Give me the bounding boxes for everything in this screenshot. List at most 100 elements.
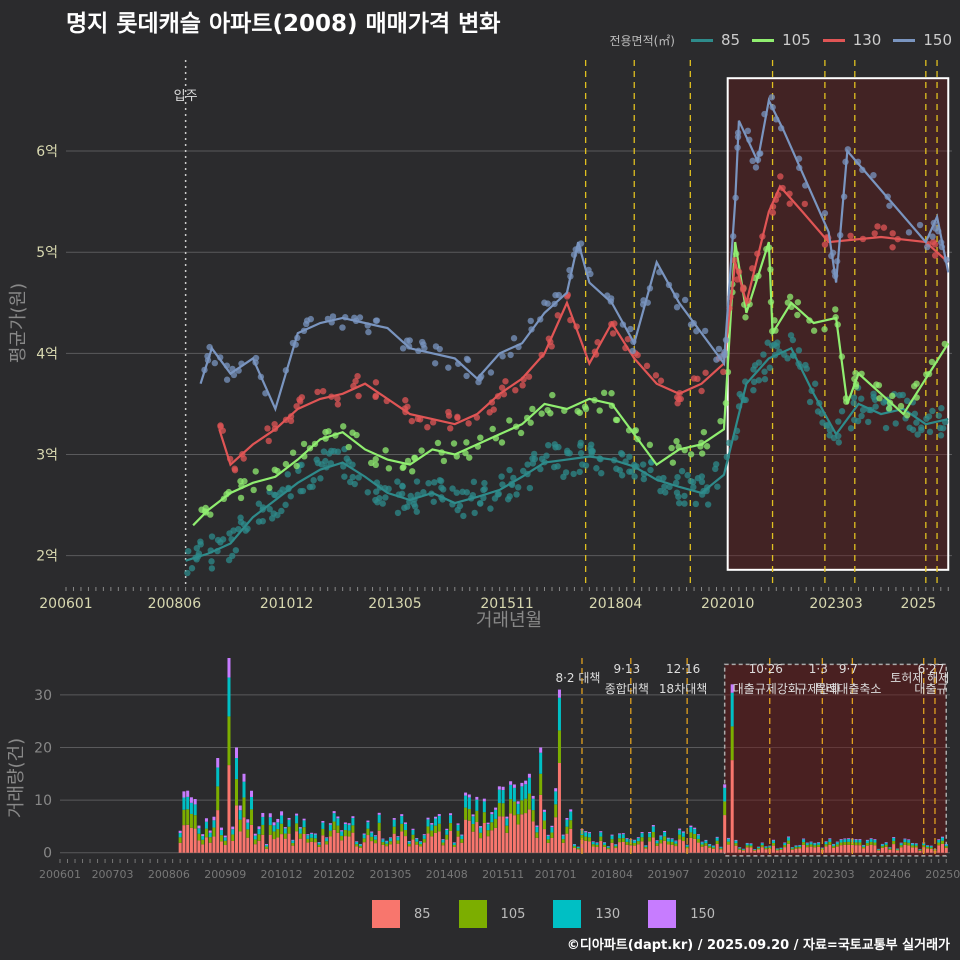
data-point (928, 358, 936, 366)
bar-segment-105 (516, 814, 520, 825)
policy-annotation-top: 9·13 (613, 662, 640, 676)
data-point (684, 472, 691, 479)
bar-segment-130 (310, 833, 314, 838)
bar-segment-130 (640, 833, 644, 838)
bar-segment-150 (633, 839, 637, 841)
data-point (761, 368, 768, 375)
bar-segment-130 (636, 838, 640, 842)
bar-segment-130 (835, 842, 839, 845)
bar-segment-150 (460, 834, 464, 836)
bar-segment-105 (193, 815, 197, 829)
bar-segment-130 (531, 798, 535, 811)
data-point (289, 449, 297, 456)
bar-segment-150 (865, 839, 869, 841)
data-point (265, 437, 272, 445)
bar-segment-85 (681, 841, 685, 853)
bar-segment-105 (456, 830, 460, 837)
bar-month (862, 844, 866, 853)
bar-month (756, 846, 760, 853)
data-point (250, 486, 257, 494)
bar-segment-150 (494, 807, 498, 810)
bar-segment-130 (569, 811, 573, 821)
bar-month (531, 795, 535, 853)
data-point (674, 473, 681, 481)
data-point (525, 373, 533, 380)
legend-swatch-85 (690, 38, 713, 42)
bar-segment-130 (204, 821, 208, 829)
bar-segment-85 (696, 842, 700, 853)
bar-month (400, 814, 404, 853)
bar-month (295, 813, 299, 853)
data-point (512, 386, 519, 394)
bar-segment-105 (343, 830, 347, 837)
bar-segment-150 (186, 790, 190, 797)
bar-segment-105 (869, 841, 873, 845)
bar-segment-105 (835, 844, 839, 847)
bar-segment-105 (681, 836, 685, 842)
bar-segment-85 (910, 847, 914, 853)
data-point (755, 377, 763, 384)
bar-segment-105 (302, 827, 306, 835)
data-point (453, 489, 460, 496)
bar-segment-150 (467, 794, 471, 798)
bar-segment-105 (298, 833, 302, 839)
series-105 (192, 241, 950, 527)
bar-segment-130 (242, 781, 246, 798)
bar-segment-150 (298, 827, 302, 829)
bar-segment-105 (685, 846, 689, 849)
x-tick-label: 201511 (480, 596, 533, 612)
bar-segment-105 (678, 834, 682, 840)
bar-segment-130 (726, 838, 730, 842)
bar-x-tick-label: 200909 (204, 868, 246, 881)
bar-month (940, 836, 944, 853)
bar-segment-105 (877, 849, 881, 851)
bar-segment-150 (805, 842, 809, 844)
data-point (491, 495, 499, 502)
bar-segment-85 (268, 834, 272, 853)
bar-segment-105 (621, 838, 625, 842)
bar-segment-130 (779, 847, 783, 849)
data-point (529, 405, 536, 413)
bar-segment-105 (715, 840, 719, 845)
bar-segment-130 (768, 846, 772, 848)
bar-segment-130 (681, 832, 685, 837)
bar-segment-130 (644, 845, 648, 848)
data-point (385, 485, 392, 493)
data-point (715, 345, 723, 353)
bar-month (595, 842, 599, 853)
bar-segment-130 (216, 767, 220, 787)
data-point (207, 511, 214, 518)
bar-segment-130 (377, 814, 381, 823)
bar-segment-150 (283, 827, 287, 829)
bar-segment-150 (884, 842, 888, 843)
data-point (714, 483, 721, 490)
bar-segment-85 (884, 846, 888, 853)
bar-month (362, 833, 366, 853)
data-point (819, 419, 826, 426)
bar-segment-130 (362, 834, 366, 839)
bar-segment-130 (704, 840, 708, 844)
bar-segment-85 (591, 846, 595, 853)
data-point (643, 362, 651, 370)
bar-segment-85 (907, 845, 911, 853)
bar-segment-105 (726, 841, 730, 845)
data-point (349, 473, 356, 481)
bar-segment-130 (618, 834, 622, 839)
bar-segment-130 (625, 838, 629, 842)
bar-segment-85 (756, 849, 760, 853)
data-point (626, 468, 633, 475)
data-point (456, 502, 464, 510)
bar-segment-105 (730, 726, 734, 761)
bar-segment-150 (651, 825, 655, 827)
data-point (916, 221, 924, 229)
bar-segment-130 (366, 822, 370, 829)
data-point (755, 359, 763, 366)
bar-segment-105 (223, 840, 227, 846)
bar-segment-85 (531, 821, 535, 853)
bar-month (726, 837, 730, 853)
bar-segment-150 (419, 841, 423, 842)
bar-segment-85 (719, 849, 723, 853)
bar-segment-105 (787, 840, 791, 844)
bar-segment-105 (696, 838, 700, 843)
bar-segment-85 (456, 836, 460, 853)
